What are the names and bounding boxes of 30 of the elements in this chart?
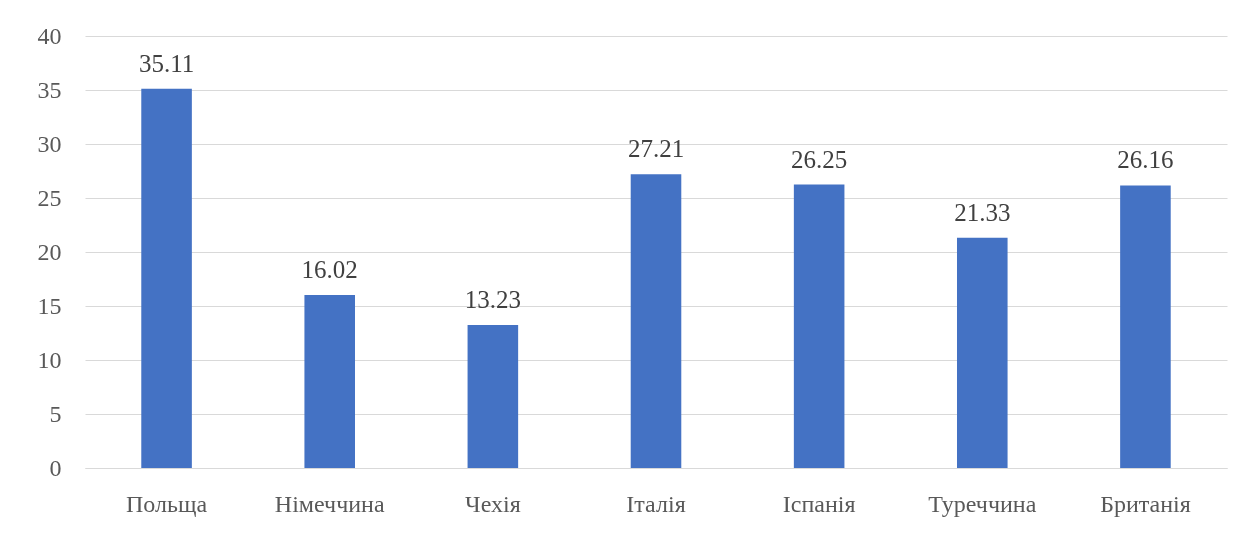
bar — [141, 88, 192, 468]
data-label: 13.23 — [464, 286, 521, 314]
x-tick-label: Італія — [626, 490, 686, 517]
data-label: 26.25 — [791, 145, 848, 173]
y-tick-label: 10 — [37, 346, 62, 373]
data-label: 16.02 — [301, 255, 358, 283]
data-label: 21.33 — [954, 198, 1011, 226]
y-tick-label: 0 — [49, 454, 62, 481]
bar — [467, 325, 519, 468]
x-tick-label: Німеччина — [274, 490, 385, 517]
y-tick-label: 40 — [37, 22, 62, 49]
y-tick-label: 30 — [37, 130, 62, 157]
x-tick-label: Польща — [126, 490, 208, 517]
x-tick-label: Британія — [1100, 490, 1191, 517]
bar — [630, 174, 682, 468]
x-tick-label: Туреччина — [928, 490, 1037, 517]
x-tick-label: Чехія — [465, 490, 521, 517]
bar — [957, 237, 1008, 468]
y-tick-label: 25 — [37, 184, 62, 211]
y-tick-label: 35 — [37, 76, 62, 103]
y-tick-label: 20 — [37, 238, 62, 265]
bar — [1120, 185, 1171, 468]
data-label: 27.21 — [627, 135, 685, 163]
x-tick-label: Іспанія — [782, 490, 856, 517]
y-tick-label: 5 — [49, 400, 62, 427]
bar — [793, 184, 845, 468]
data-label: 35.11 — [138, 49, 195, 77]
y-tick-label: 15 — [37, 292, 62, 319]
data-label: 26.16 — [1117, 146, 1174, 174]
bar — [304, 294, 355, 468]
